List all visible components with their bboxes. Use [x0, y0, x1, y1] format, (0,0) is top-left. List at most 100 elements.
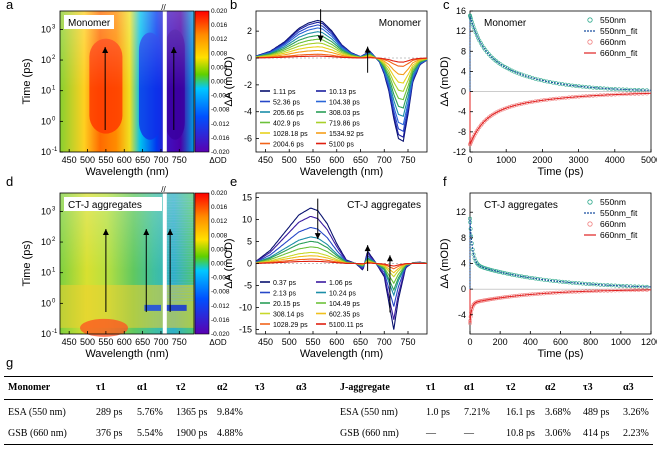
table-cell: 3.68% [545, 407, 571, 418]
table-cell: 5.54% [137, 428, 163, 439]
legend-label: 5100 ps [329, 142, 354, 149]
table-header-cell: α3 [296, 382, 307, 393]
kinetic-arrow-1-head [143, 229, 150, 235]
esa-hotspot [80, 318, 129, 337]
table-header-cell: α2 [217, 382, 228, 393]
x-tick-label: 5000 [641, 155, 657, 165]
spectrum-line-1 [255, 215, 428, 320]
sample-label: CT-J aggregates [68, 200, 142, 211]
spectral-arrow-0-head [317, 35, 324, 42]
x-tick-label: 600 [329, 155, 344, 165]
x-tick-label: 600 [329, 337, 344, 347]
legend-label: 205.66 ps [273, 110, 304, 117]
y-tick-label: 15 [242, 192, 252, 202]
table-cell: 2.23% [623, 428, 649, 439]
table-header-cell: τ2 [176, 382, 186, 393]
x-tick-label: 0 [467, 155, 472, 165]
data-point [587, 282, 592, 286]
table-header-cell: Monomer [8, 382, 51, 393]
y-tick-label: -4 [244, 107, 252, 117]
y-tick-label: 10 [41, 237, 51, 247]
spectrum-line-5 [255, 34, 428, 109]
spectrum-line-6 [255, 251, 427, 278]
spectrum-line-7 [255, 255, 427, 274]
kinetic-arrow-0-head [102, 47, 109, 53]
legend-label: 660nm [600, 219, 626, 229]
kinetic-arrow-0-head [102, 229, 109, 235]
y-tick-label: -15 [239, 325, 252, 335]
y-tick-label: -2 [244, 80, 252, 90]
table-cell: 1.0 ps [426, 407, 450, 418]
data-point [473, 259, 478, 263]
legend-label: 550nm [600, 197, 626, 207]
fit-line-3 [469, 289, 651, 324]
x-tick-label: 450 [258, 337, 273, 347]
legend-label: 1028.29 ps [273, 322, 308, 329]
x-tick-label: 650 [135, 337, 150, 347]
y-tick-label: 10 [41, 268, 51, 278]
data-point [509, 68, 514, 73]
legend-label: 660nm_fit [600, 230, 638, 240]
spectrum-line-9 [255, 49, 428, 76]
table-header-cell: α3 [623, 382, 634, 393]
y-tick-label: 10 [41, 147, 51, 157]
table-cell: 9.84% [217, 407, 243, 418]
spectrum-line-3 [255, 27, 428, 126]
y-tick-label: -12 [453, 147, 466, 157]
data-point [494, 110, 499, 115]
plot-frame [59, 10, 195, 153]
kinetic-arrow-2-head [167, 229, 174, 235]
data-point [498, 108, 503, 113]
data-point [621, 284, 625, 288]
y-tick-exponent: 3 [52, 24, 56, 30]
colorbar-tick-label: 0.012 [211, 36, 228, 43]
y-tick-label: 0 [461, 87, 466, 97]
y-tick-label: -8 [458, 127, 466, 137]
y-tick-label: 8 [461, 46, 466, 56]
table-bottom-rule [4, 444, 653, 445]
data-point [514, 70, 519, 75]
table-header-cell: τ1 [96, 382, 106, 393]
colorbar [194, 10, 210, 153]
table-cell: 16.1 ps [506, 407, 535, 418]
legend-label: 10.13 ps [329, 89, 356, 96]
x-tick-label: 750 [400, 337, 415, 347]
y-tick-label: 10 [41, 55, 51, 65]
x-axis-label: Wavelength (nm) [300, 348, 383, 360]
legend-label: 1.06 ps [329, 280, 352, 287]
data-point [507, 272, 512, 277]
colorbar-tick-label: 0.016 [211, 22, 228, 29]
spectra-panel-e [255, 192, 428, 335]
x-tick-label: 450 [62, 155, 77, 165]
y-tick-label: 8 [461, 233, 466, 243]
table-mid-rule [4, 399, 653, 400]
colorbar [194, 192, 210, 335]
colorbar-tick-label: 0.000 [211, 261, 228, 268]
colorbar-tick-label: -0.012 [211, 121, 230, 128]
x-tick-label: 450 [62, 337, 77, 347]
y-tick-exponent: 3 [52, 206, 56, 212]
x-tick-label: 500 [80, 155, 95, 165]
x-tick-label: 700 [377, 337, 392, 347]
x-tick-label: 650 [135, 155, 150, 165]
y-axis-label: Time (ps) [21, 240, 33, 286]
spectrum-line-1 [255, 21, 428, 138]
x-tick-label: 650 [353, 337, 368, 347]
y-tick-exponent: 0 [52, 298, 56, 304]
spectrum-line-7 [255, 42, 428, 92]
spectrum-line-4 [255, 240, 427, 292]
data-point [498, 270, 503, 275]
y-tick-label: 4 [461, 259, 466, 269]
table-header-cell: J-aggregate [340, 382, 390, 393]
plot-frame [469, 192, 652, 335]
plot-frame [469, 10, 652, 153]
axis-break-mark: // [161, 185, 166, 194]
table-cell: — [426, 428, 436, 439]
x-axis-label: Wavelength (nm) [85, 348, 168, 360]
legend-swatch [587, 39, 593, 45]
colorbar-tick-label: -0.008 [211, 107, 230, 114]
x-tick-label: 4000 [605, 155, 625, 165]
table-header-cell: τ1 [426, 382, 436, 393]
colorbar-tick-label: -0.004 [211, 275, 230, 282]
sample-label: Monomer [484, 18, 527, 29]
